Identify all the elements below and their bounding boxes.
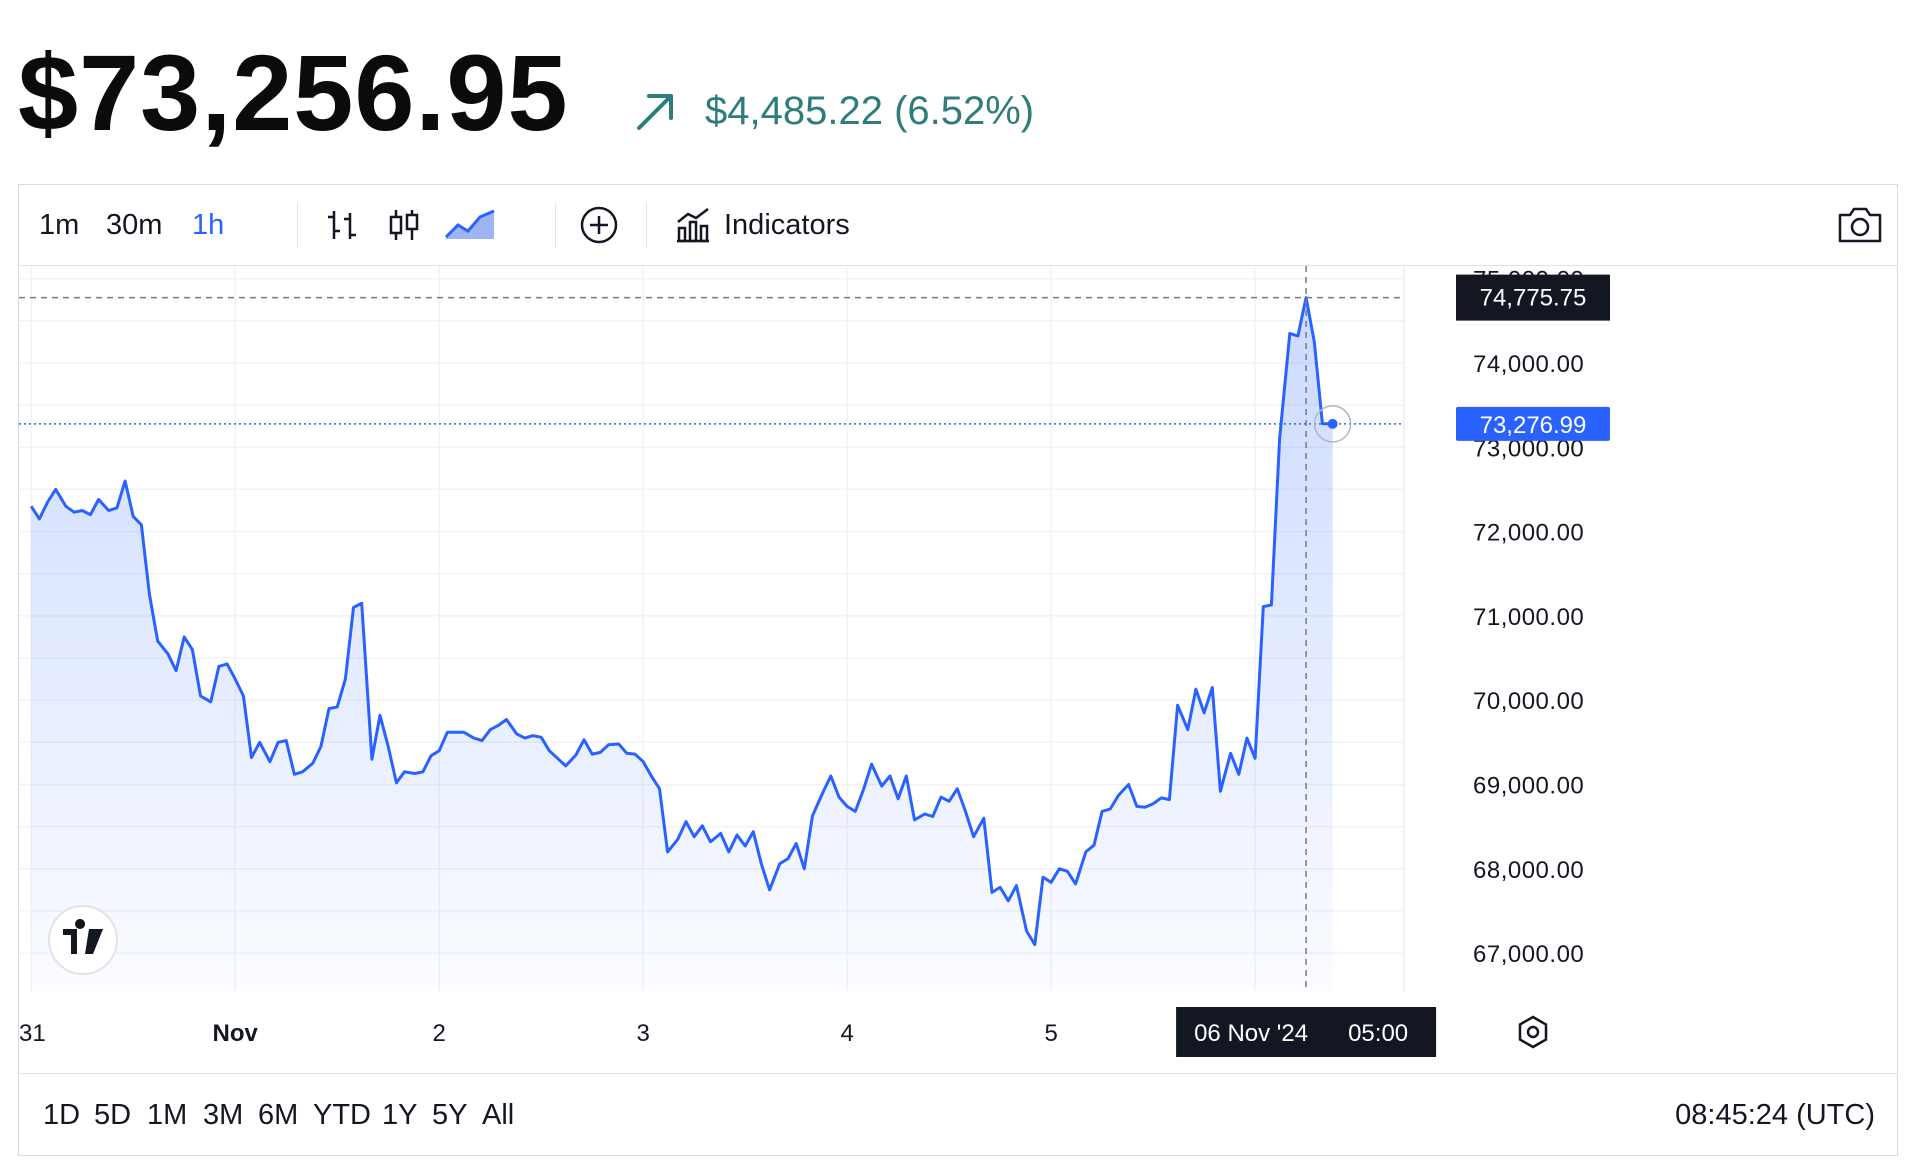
y-axis: 75,000.0074,000.0073,000.0072,000.0071,0… [1456,267,1610,968]
range-button-3m[interactable]: 3M [203,1098,244,1131]
utc-clock[interactable]: 08:45:24 (UTC) [1675,1098,1875,1131]
crosshair-time-label: 05:00 [1348,1020,1408,1047]
range-footer: 1D 5D 1M 3M 6M YTD 1Y 5Y All 08:45:24 (UTC) [19,1073,1897,1156]
x-tick-label: Nov [213,1020,259,1047]
range-button-5y[interactable]: 5Y [432,1098,468,1131]
x-tick-label: 31 [19,1020,46,1047]
y-tick-label: 67,000.00 [1473,941,1584,968]
crosshair-price-badge-label: 74,775.75 [1480,285,1587,312]
range-button-1y[interactable]: 1Y [382,1098,418,1131]
gear-center [1526,1025,1540,1039]
range-button-1m[interactable]: 1M [147,1098,188,1131]
y-tick-label: 70,000.00 [1473,688,1584,715]
price-area-fill [31,297,1333,992]
interval-30m[interactable]: 30m [106,208,163,241]
current-price: $73,256.95 [18,32,569,153]
last-price-badge: 73,276.99 [1456,406,1610,441]
area-chart-style-icon[interactable] [444,185,496,265]
arrow-up-right-icon [633,88,679,134]
price-change: $4,485.22 (6.52%) [705,89,1035,133]
crosshair-price-badge: 74,775.75 [1456,274,1610,321]
y-tick-label: 74,000.00 [1473,351,1584,378]
compare-plus-icon[interactable] [579,185,619,265]
price-chart[interactable]: 75,000.0074,000.0073,000.0072,000.0071,0… [19,266,1897,1072]
chart-widget: 1m 30m 1h [18,184,1898,1156]
crosshair-date-badge-bg [1176,1007,1437,1057]
interval-1h[interactable]: 1h [192,208,225,241]
indicators-icon [674,206,712,244]
last-price-ring [1313,405,1352,443]
crosshair-price-badge-bg [1456,274,1610,321]
last-price-badge-label: 73,276.99 [1480,412,1587,439]
range-button-6m[interactable]: 6M [258,1098,299,1131]
y-tick-label: 71,000.00 [1473,604,1584,631]
range-button-5d[interactable]: 5D [94,1098,132,1131]
tradingview-logo[interactable] [48,905,118,975]
candlestick-style-icon[interactable] [386,185,422,265]
y-tick-label: 68,000.00 [1473,857,1584,884]
x-tick-label: 3 [636,1020,649,1047]
y-tick-label: 72,000.00 [1473,520,1584,547]
range-button-all[interactable]: All [482,1098,515,1131]
x-tick-label: 4 [840,1020,853,1047]
range-button-1d[interactable]: 1D [43,1098,81,1131]
interval-1m[interactable]: 1m [39,208,80,241]
toolbar-divider [555,203,556,249]
crosshair-date-badge: 06 Nov '24 05:00 [1176,1007,1437,1057]
x-tick-label: 5 [1044,1020,1057,1047]
y-tick-label: 69,000.00 [1473,772,1584,799]
price-line[interactable] [29,296,1333,947]
chart-area[interactable]: 75,000.0074,000.0073,000.0072,000.0071,0… [19,266,1897,1072]
x-axis: 31 Nov 2 3 4 5 06 Nov '24 05:00 [19,1007,1548,1057]
indicators-label: Indicators [724,208,850,241]
indicators-button[interactable]: Indicators [674,185,850,265]
settings-gear-icon[interactable] [1518,1015,1548,1049]
chart-toolbar: 1m 30m 1h [19,185,1897,266]
price-area [29,296,1333,992]
gear-outline [1518,1015,1548,1049]
last-price-dot[interactable] [1327,418,1338,429]
range-button-ytd[interactable]: YTD [313,1098,371,1131]
toolbar-divider [646,203,647,249]
camera-icon[interactable] [1837,185,1883,265]
toolbar-divider [297,203,298,249]
x-tick-label: 2 [433,1020,446,1047]
price-header: $73,256.95 $4,485.22 (6.52%) [18,28,1898,148]
crosshair [19,266,1404,991]
bar-chart-style-icon[interactable] [324,185,360,265]
crosshair-date-label: 06 Nov '24 [1194,1020,1308,1047]
last-price-badge-bg [1456,406,1610,441]
